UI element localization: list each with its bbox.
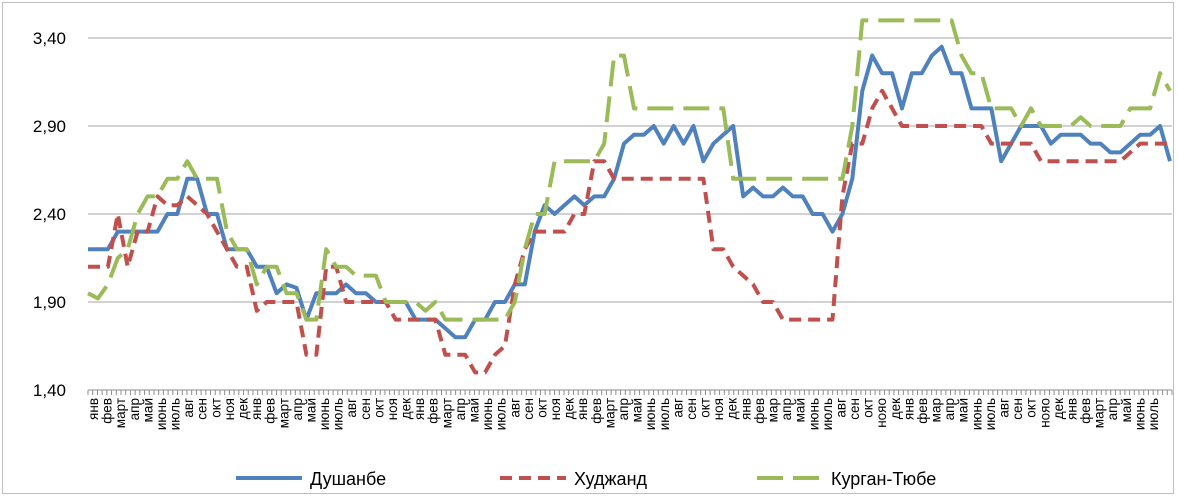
series-line-3 bbox=[87, 18, 1172, 322]
x-tick-label: янв bbox=[86, 398, 101, 420]
x-tick-label: дек bbox=[236, 398, 251, 419]
x-tick-label: янв bbox=[575, 398, 590, 420]
x-tick-label: авг bbox=[507, 398, 522, 418]
x-tick-label: апр bbox=[127, 398, 142, 420]
x-tick-label: окт bbox=[208, 398, 223, 418]
x-tick-label: фев bbox=[915, 398, 930, 424]
x-tick-label: июнь bbox=[154, 398, 169, 430]
x-tick-label: март bbox=[113, 398, 128, 428]
x-tick-label: май bbox=[793, 398, 808, 422]
x-tick-label: июнь bbox=[806, 398, 821, 430]
x-tick-label: авг bbox=[670, 398, 685, 418]
x-tick-label: март bbox=[602, 398, 617, 428]
x-tick-label: апр bbox=[453, 398, 468, 420]
x-tick-label: ноя bbox=[711, 398, 726, 420]
x-tick-label: апр bbox=[290, 398, 305, 420]
x-tick-label: июль bbox=[820, 398, 835, 430]
x-tick-label: июль bbox=[657, 398, 672, 430]
x-tick-label: май bbox=[303, 398, 318, 422]
x-tick-label: мар bbox=[929, 398, 944, 422]
x-tick-label: сен bbox=[195, 398, 210, 420]
x-tick-label: ноя bbox=[548, 398, 563, 420]
x-tick-label: авг bbox=[997, 398, 1012, 418]
x-tick-label: окт bbox=[1024, 398, 1039, 418]
y-axis-tick-labels: 1,40 1,90 2,40 2,90 3,40 bbox=[33, 29, 66, 400]
x-tick-label: июнь bbox=[969, 398, 984, 430]
y-tick-label: 2,90 bbox=[33, 117, 66, 136]
y-tick-label: 2,40 bbox=[33, 205, 66, 224]
legend: Душанбе Худжанд Курган-Тюбе bbox=[236, 469, 936, 489]
x-tick-label: сен bbox=[847, 398, 862, 420]
x-tick-label: июль bbox=[983, 398, 998, 430]
x-tick-label: авг bbox=[344, 398, 359, 418]
legend-label: Душанбе bbox=[310, 469, 386, 489]
y-tick-label: 3,40 bbox=[33, 29, 66, 48]
x-tick-label: фев bbox=[263, 398, 278, 424]
x-tick-label: май bbox=[1119, 398, 1134, 422]
x-tick-label: июль bbox=[494, 398, 509, 430]
x-tick-label: фев bbox=[752, 398, 767, 424]
legend-label: Худжанд bbox=[574, 469, 648, 489]
x-tick-label: май bbox=[956, 398, 971, 422]
x-tick-label: март bbox=[439, 398, 454, 428]
x-tick-label: фев bbox=[426, 398, 441, 424]
series-line-1 bbox=[88, 44, 1172, 340]
x-tick-label: янв bbox=[249, 398, 264, 420]
series-line-2 bbox=[88, 88, 1170, 375]
x-tick-label: июнь bbox=[317, 398, 332, 430]
x-tick-label: июль bbox=[331, 398, 346, 430]
x-tick-label: ноя bbox=[222, 398, 237, 420]
x-tick-label: янв bbox=[901, 398, 916, 420]
x-tick-label: ноя bbox=[385, 398, 400, 420]
x-tick-label: окт bbox=[535, 398, 550, 418]
x-tick-label: июнь bbox=[480, 398, 495, 430]
x-tick-label: май bbox=[140, 398, 155, 422]
x-tick-label: март bbox=[1092, 398, 1107, 428]
x-tick-label: март bbox=[276, 398, 291, 428]
x-axis-tick-labels: янвфевмартапрмайиюньиюльавгсеноктноядекя… bbox=[86, 398, 1161, 430]
x-tick-label: окт bbox=[698, 398, 713, 418]
x-tick-label: янв bbox=[412, 398, 427, 420]
x-tick-label: апр bbox=[616, 398, 631, 420]
x-tick-label: дек bbox=[562, 398, 577, 419]
x-tick-label: окт bbox=[861, 398, 876, 418]
x-tick-label: авг bbox=[833, 398, 848, 418]
y-tick-label: 1,90 bbox=[33, 293, 66, 312]
x-tick-label: дек bbox=[725, 398, 740, 419]
x-axis bbox=[87, 389, 1173, 395]
x-tick-label: фев bbox=[589, 398, 604, 424]
x-tick-label: янв bbox=[1065, 398, 1080, 420]
x-tick-label: дек bbox=[888, 398, 903, 419]
x-tick-label: окт bbox=[371, 398, 386, 418]
x-tick-label: фев bbox=[100, 398, 115, 424]
x-tick-label: июнь bbox=[1132, 398, 1147, 430]
x-tick-label: июнь bbox=[643, 398, 658, 430]
x-tick-label: янв bbox=[738, 398, 753, 420]
x-tick-label: апр bbox=[1105, 398, 1120, 420]
x-tick-label: сен bbox=[358, 398, 373, 420]
legend-label: Курган-Тюбе bbox=[831, 469, 936, 489]
x-tick-label: мар bbox=[766, 398, 781, 422]
x-tick-label: апр bbox=[779, 398, 794, 420]
x-tick-label: дек bbox=[399, 398, 414, 419]
x-tick-label: дек bbox=[1051, 398, 1066, 419]
x-tick-label: авг bbox=[181, 398, 196, 418]
x-tick-label: нояо bbox=[1037, 398, 1052, 428]
x-tick-label: сен bbox=[1010, 398, 1025, 420]
x-tick-label: нояо bbox=[874, 398, 889, 428]
x-tick-label: сен bbox=[521, 398, 536, 420]
x-tick-label: май bbox=[467, 398, 482, 422]
x-tick-label: июль bbox=[168, 398, 183, 430]
y-tick-label: 1,40 bbox=[33, 381, 66, 400]
x-tick-label: фев bbox=[1078, 398, 1093, 424]
x-tick-label: сен bbox=[684, 398, 699, 420]
x-tick-label: июль bbox=[1146, 398, 1161, 430]
x-tick-label: апр bbox=[942, 398, 957, 420]
series-lines bbox=[87, 18, 1172, 375]
x-tick-label: май bbox=[630, 398, 645, 422]
